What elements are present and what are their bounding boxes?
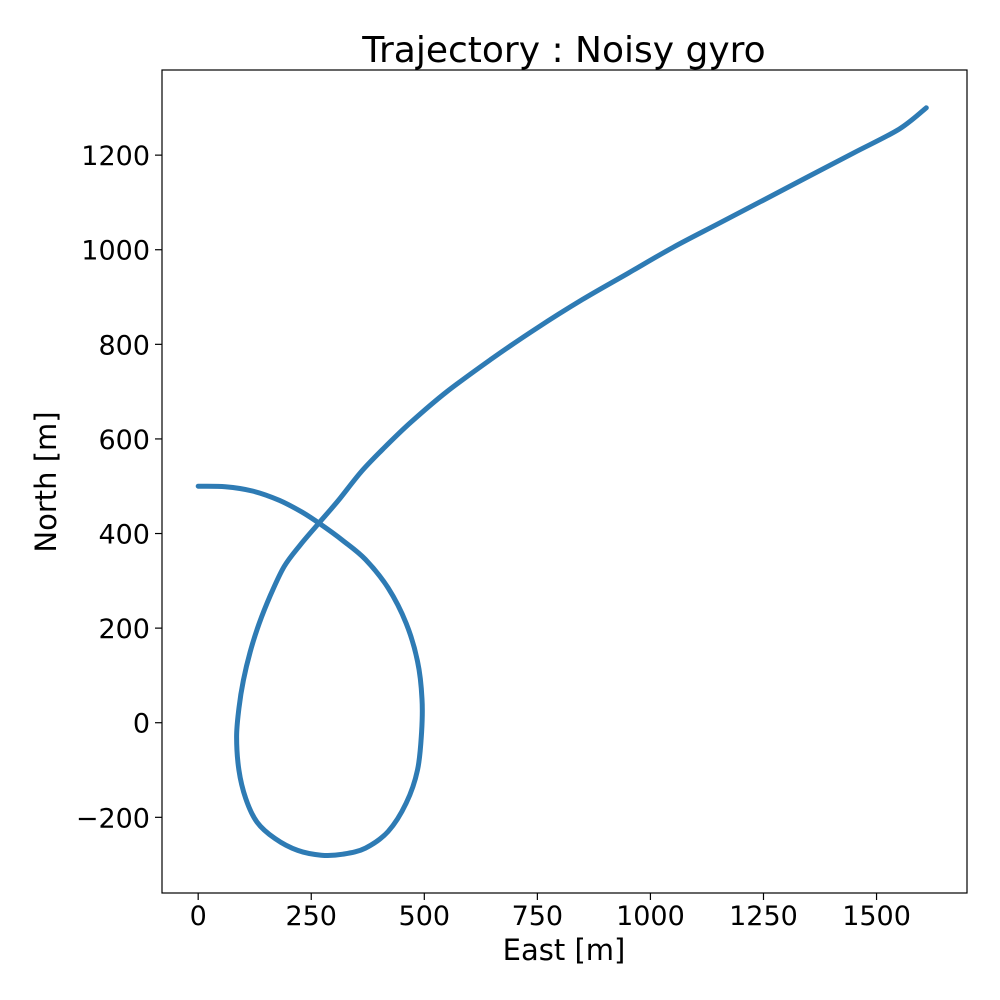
x-tick-label: 0 bbox=[190, 901, 207, 932]
chart-title: Trajectory : Noisy gyro bbox=[361, 30, 765, 71]
x-tick-label: 1250 bbox=[729, 901, 798, 932]
x-axis-ticks: 0 250 500 750 1000 1250 1500 bbox=[190, 893, 911, 932]
series-layer bbox=[195, 105, 929, 858]
x-tick-label: 1000 bbox=[616, 901, 685, 932]
y-tick-label: 800 bbox=[98, 330, 150, 361]
y-tick-label: 1000 bbox=[81, 236, 150, 267]
y-tick-label: 0 bbox=[133, 709, 150, 740]
y-axis-ticks: −200 0 200 400 600 800 1000 1200 bbox=[76, 141, 162, 834]
y-tick-label: 1200 bbox=[81, 141, 150, 172]
trajectory-line bbox=[195, 105, 929, 858]
x-tick-label: 500 bbox=[399, 901, 451, 932]
plot-frame bbox=[161, 69, 968, 894]
y-tick-label: 200 bbox=[98, 614, 150, 645]
x-axis-label: East [m] bbox=[503, 933, 626, 967]
x-tick-label: 750 bbox=[512, 901, 564, 932]
y-tick-label: −200 bbox=[76, 803, 150, 834]
x-tick-label: 250 bbox=[285, 901, 337, 932]
y-axis-label: North [m] bbox=[29, 411, 63, 552]
y-tick-label: 600 bbox=[98, 425, 150, 456]
x-tick-label: 1500 bbox=[842, 901, 911, 932]
y-tick-label: 400 bbox=[98, 520, 150, 551]
